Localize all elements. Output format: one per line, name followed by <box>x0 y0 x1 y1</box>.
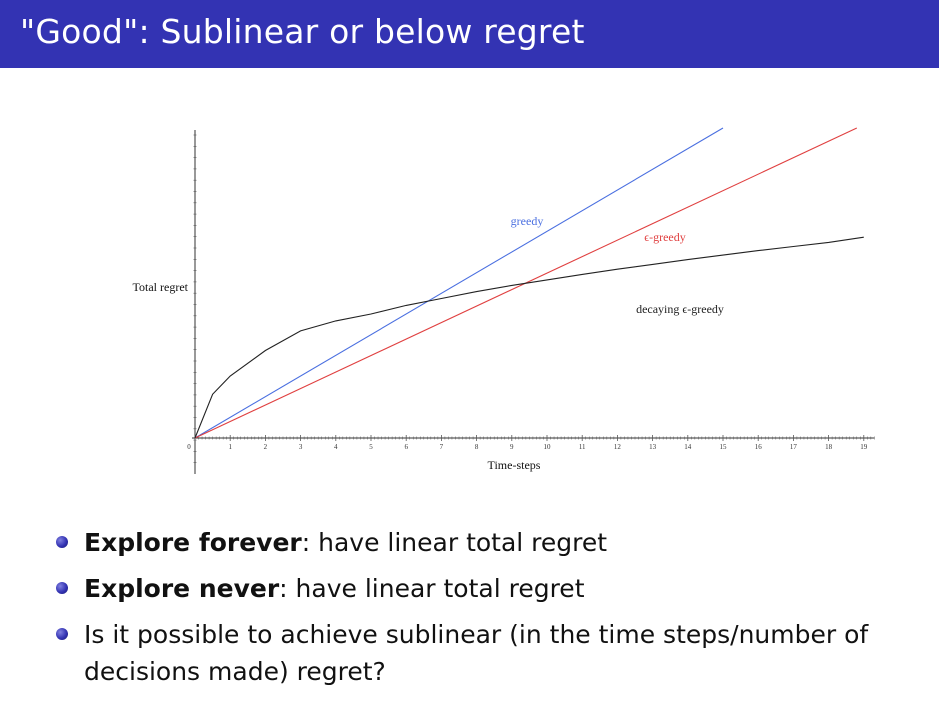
bullet-bold-text: Explore forever <box>84 528 302 557</box>
x-tick-label: 16 <box>755 443 763 451</box>
x-tick-label: 19 <box>860 443 868 451</box>
x-tick-label: 18 <box>825 443 833 451</box>
bullet-bold-text: Explore never <box>84 574 280 603</box>
x-tick-label: 11 <box>579 443 586 451</box>
bullet-item: Explore forever: have linear total regre… <box>52 524 922 561</box>
bullet-icon <box>56 582 68 594</box>
x-tick-label: 17 <box>790 443 798 451</box>
x-tick-label: 0 <box>187 443 191 451</box>
bullet-text: Is it possible to achieve sublinear (in … <box>84 620 869 686</box>
x-tick-label: 14 <box>684 443 692 451</box>
bullet-text: : have linear total regret <box>301 528 608 557</box>
series-line-0 <box>194 127 724 439</box>
bullet-item: Explore never: have linear total regret <box>52 570 922 607</box>
y-axis-label: Total regret <box>133 280 189 294</box>
series-label-0: greedy <box>511 214 544 228</box>
series-label-2: decaying ϵ-greedy <box>636 302 724 316</box>
bullet-text: : have linear total regret <box>279 574 585 603</box>
x-tick-label: 7 <box>440 443 444 451</box>
x-tick-label: 6 <box>404 443 408 451</box>
x-tick-label: 15 <box>720 443 728 451</box>
bullet-icon <box>56 536 68 548</box>
x-tick-label: 3 <box>299 443 303 451</box>
series-label-1: ϵ-greedy <box>644 230 686 244</box>
x-tick-label: 13 <box>649 443 657 451</box>
x-tick-label: 8 <box>475 443 479 451</box>
x-tick-label: 4 <box>334 443 338 451</box>
x-tick-label: 5 <box>369 443 373 451</box>
x-axis-label: Time-steps <box>488 458 541 472</box>
x-tick-label: 2 <box>264 443 268 451</box>
series-line-2 <box>194 236 864 439</box>
title-bar: "Good": Sublinear or below regret <box>0 0 939 68</box>
x-tick-label: 1 <box>228 443 232 451</box>
slide-title: "Good": Sublinear or below regret <box>20 12 585 51</box>
x-tick-label: 9 <box>510 443 514 451</box>
regret-chart: 0 1 2 3 4 5 6 7 8 9 10 11 12 13 14 15 16 17 18 19Time-steps… <box>133 127 875 474</box>
x-tick-label: 10 <box>544 443 552 451</box>
bullet-icon <box>56 628 68 640</box>
x-tick-label: 12 <box>614 443 622 451</box>
bullet-list: Explore forever: have linear total regre… <box>52 524 922 699</box>
bullet-item: Is it possible to achieve sublinear (in … <box>52 616 922 690</box>
